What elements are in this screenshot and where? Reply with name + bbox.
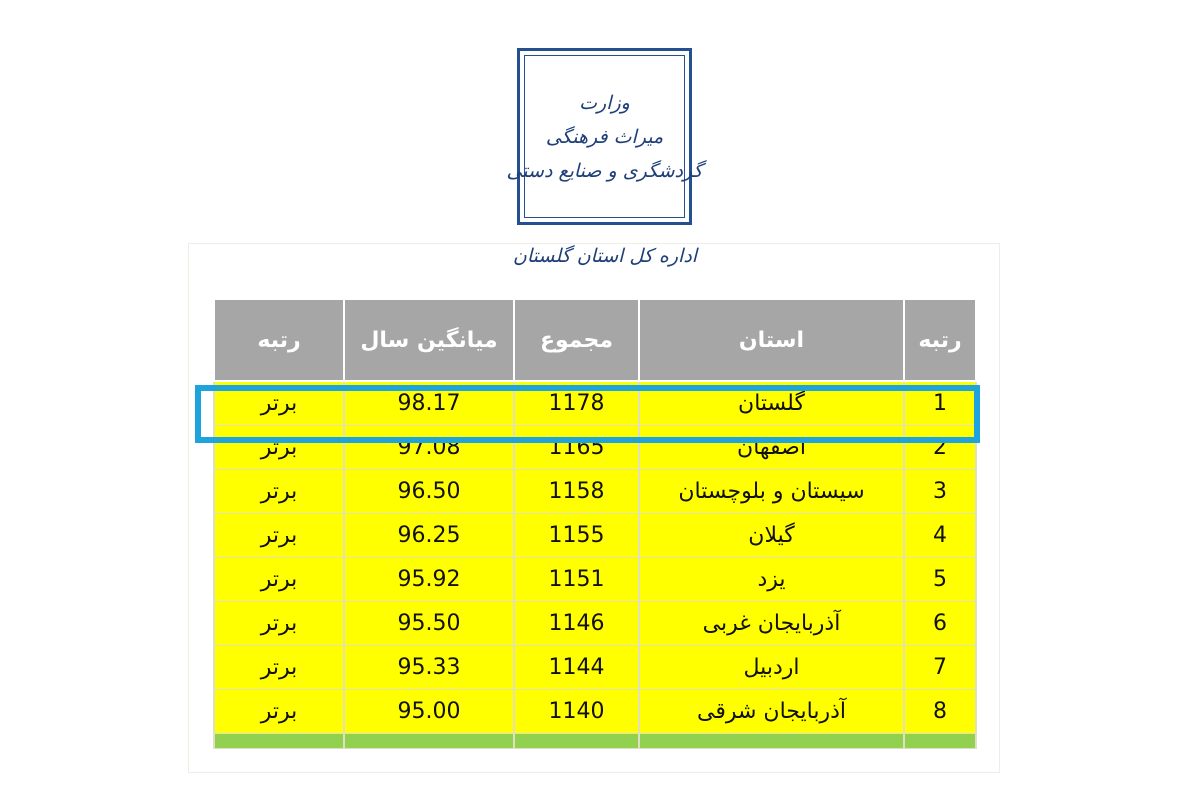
logo: وزارت میراث فرهنگی گردشگری و صنایع دستی bbox=[506, 48, 703, 225]
table-cell: 1140 bbox=[513, 689, 640, 734]
table-cell: برتر bbox=[213, 689, 345, 734]
table-row: 5 یزد 1151 95.92 برتر bbox=[213, 557, 977, 602]
logo-text: وزارت میراث فرهنگی گردشگری و صنایع دستی bbox=[506, 55, 703, 218]
table-row: 4 گیلان 1155 96.25 برتر bbox=[213, 513, 977, 558]
table-cell: 97.08 bbox=[343, 425, 515, 470]
table-cell: 1146 bbox=[513, 601, 640, 646]
table-row: 2 اصفهان 1165 97.08 برتر bbox=[213, 425, 977, 470]
header-row: رتبه استان مجموع میانگین سال رتبه bbox=[213, 298, 977, 382]
highlight-box bbox=[195, 385, 980, 443]
header-cell: میانگین سال bbox=[343, 298, 515, 382]
table-cell: اردبیل bbox=[638, 645, 905, 690]
table-row: 7 اردبیل 1144 95.33 برتر bbox=[213, 645, 977, 690]
table-cell: 1151 bbox=[513, 557, 640, 602]
table-row: 6 آذربایجان غربی 1146 95.50 برتر bbox=[213, 601, 977, 646]
table-cell: آذربایجان شرقی bbox=[638, 689, 905, 734]
table-cell: 6 bbox=[903, 601, 977, 646]
logo-line: گردشگری و صنایع دستی bbox=[506, 159, 703, 182]
table-row: 8 آذربایجان شرقی 1140 95.00 برتر bbox=[213, 689, 977, 734]
subtitle: اداره کل استان گلستان bbox=[512, 245, 698, 267]
table-cell: 1155 bbox=[513, 513, 640, 558]
table-cell: برتر bbox=[213, 513, 345, 558]
table-cell: 5 bbox=[903, 557, 977, 602]
empty-cell bbox=[513, 733, 640, 749]
table-cell: آذربایجان غربی bbox=[638, 601, 905, 646]
table-cell: 7 bbox=[903, 645, 977, 690]
table-cell: 3 bbox=[903, 469, 977, 514]
header-cell: مجموع bbox=[513, 298, 640, 382]
table-cell: 1144 bbox=[513, 645, 640, 690]
table-cell: 96.25 bbox=[343, 513, 515, 558]
empty-cell bbox=[343, 733, 515, 749]
table-cell: 2 bbox=[903, 425, 977, 470]
table-cell: 96.50 bbox=[343, 469, 515, 514]
table-cell: برتر bbox=[213, 645, 345, 690]
table-cell: گیلان bbox=[638, 513, 905, 558]
table-row: 3 سیستان و بلوچستان 1158 96.50 برتر bbox=[213, 469, 977, 514]
table-cell: 95.50 bbox=[343, 601, 515, 646]
table-cell: 1165 bbox=[513, 425, 640, 470]
empty-cell bbox=[638, 733, 905, 749]
table-cell: 1158 bbox=[513, 469, 640, 514]
table-cell: یزد bbox=[638, 557, 905, 602]
frame bbox=[188, 243, 1000, 773]
logo-line: میراث فرهنگی bbox=[545, 125, 664, 148]
table-cell: 95.33 bbox=[343, 645, 515, 690]
ranking-table: رتبه استان مجموع میانگین سال رتبه 1 گلستان 117… bbox=[213, 298, 977, 749]
table-cell: 95.00 bbox=[343, 689, 515, 734]
header-cell: رتبه bbox=[903, 298, 977, 382]
header-cell: رتبه bbox=[213, 298, 345, 382]
header-cell: استان bbox=[638, 298, 905, 382]
table-cell: برتر bbox=[213, 469, 345, 514]
empty-cell bbox=[903, 733, 977, 749]
table-cell: سیستان و بلوچستان bbox=[638, 469, 905, 514]
table-cell: برتر bbox=[213, 601, 345, 646]
logo-line: وزارت bbox=[579, 91, 630, 114]
table-cell: برتر bbox=[213, 425, 345, 470]
partial-row bbox=[213, 733, 977, 749]
table-cell: 8 bbox=[903, 689, 977, 734]
empty-cell bbox=[213, 733, 345, 749]
table-cell: برتر bbox=[213, 557, 345, 602]
table-cell: 4 bbox=[903, 513, 977, 558]
table-cell: 95.92 bbox=[343, 557, 515, 602]
